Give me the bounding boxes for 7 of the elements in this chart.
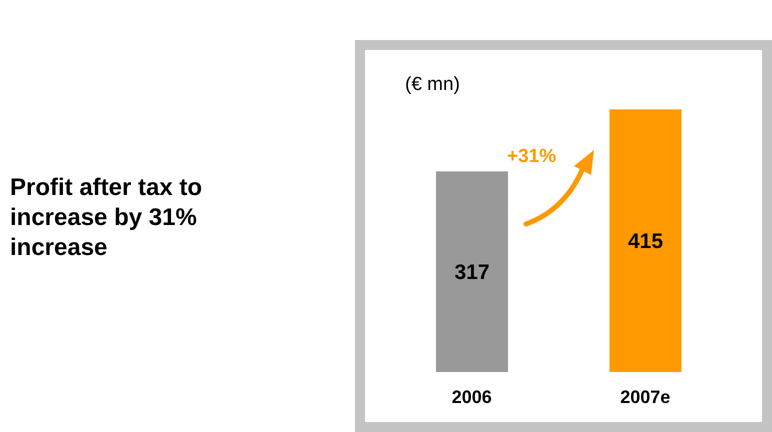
text: Profit after tax to increase by 31% increase <box>10 173 204 263</box>
annotation: +31% <box>507 146 556 168</box>
data-label: 317 <box>454 261 490 284</box>
x-tick-label: 2006 <box>452 386 492 407</box>
x-tick-label: 2007e <box>620 386 670 407</box>
y-axis-title: (€ mn) <box>405 74 460 96</box>
data-label: 415 <box>628 230 664 254</box>
